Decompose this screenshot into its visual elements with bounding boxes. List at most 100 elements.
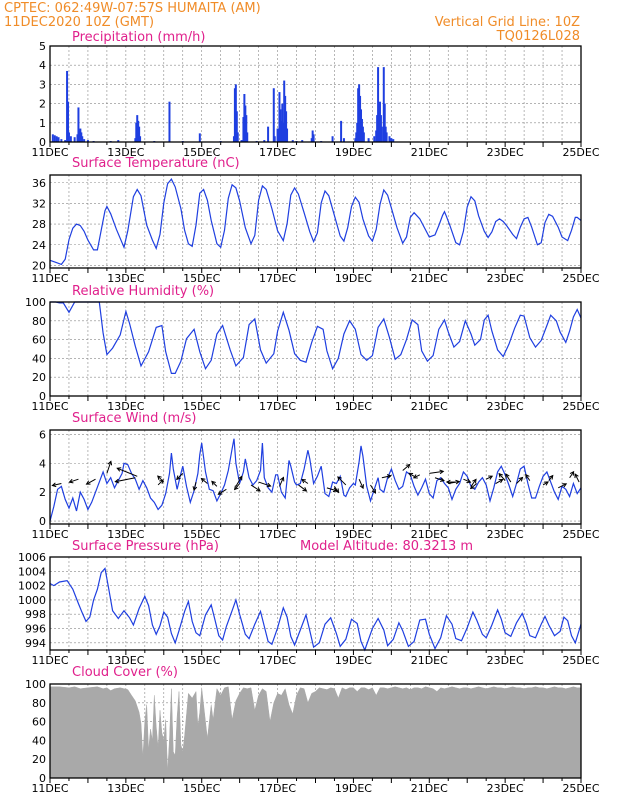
precip-bar — [53, 135, 56, 142]
wind-vector — [525, 474, 531, 481]
pressure-xtick-label: 11DEC — [31, 654, 68, 667]
temp-xtick-label: 17DEC — [259, 272, 296, 285]
wind-xtick-label: 19DEC — [335, 528, 372, 541]
wind-vector — [235, 476, 243, 487]
wind-vector — [569, 471, 575, 479]
wind-vector-head — [574, 473, 579, 479]
precip-bar — [198, 133, 201, 142]
precip-bar — [139, 136, 142, 142]
wind-vector — [250, 484, 261, 492]
wind-vector-head — [505, 473, 510, 479]
pressure-ytick-label: 1006 — [18, 551, 46, 564]
wind-vector — [463, 478, 471, 483]
wind-vector-head — [455, 479, 461, 485]
wind-vector — [301, 479, 309, 484]
panel-pressure-annotation: Model Altitude: 80.3213 m — [300, 539, 473, 554]
cloud-ytick-label: 60 — [32, 716, 46, 729]
precip-bar — [342, 138, 345, 142]
wind-vector-head — [371, 488, 377, 494]
wind-vector — [413, 474, 421, 479]
precip-bar — [86, 140, 89, 142]
pressure-ytick-label: 1000 — [18, 594, 46, 607]
cloud-xtick-label: 11DEC — [31, 782, 68, 795]
wind-vector-head — [159, 479, 164, 484]
precip-bar — [57, 137, 60, 142]
temp-xtick-label: 15DEC — [183, 272, 220, 285]
wind-vector — [516, 477, 523, 484]
wind-vector — [470, 483, 478, 489]
precip-ytick-label: 2 — [39, 98, 46, 111]
temp-xtick-label: 25DEC — [562, 272, 599, 285]
precip-xtick-label: 21DEC — [411, 146, 448, 159]
precip-ytick-label: 5 — [39, 40, 46, 53]
pressure-xtick-label: 25DEC — [562, 654, 599, 667]
precip-bar — [291, 140, 294, 142]
precip-bar — [83, 139, 86, 142]
cloud-ytick-label: 80 — [32, 697, 46, 710]
wind-xtick-label: 21DEC — [411, 528, 448, 541]
pressure-xtick-label: 21DEC — [411, 654, 448, 667]
wind-vector-head — [525, 473, 530, 479]
wind-vector-head — [548, 474, 554, 480]
wind-vector-head — [200, 477, 206, 483]
precip-bar — [67, 132, 70, 142]
rh-frame — [49, 301, 582, 397]
cloud-area — [49, 686, 582, 779]
wind-vector — [358, 478, 364, 489]
cloud-xtick-label: 15DEC — [183, 782, 220, 795]
precip-bar — [267, 126, 270, 142]
wind-vector — [495, 479, 503, 484]
precip-bar — [380, 126, 383, 142]
cloud-xtick-label: 19DEC — [335, 782, 372, 795]
wind-vector-head — [116, 467, 122, 472]
precip-xtick-label: 11DEC — [31, 146, 68, 159]
wind-xtick-label: 25DEC — [562, 528, 599, 541]
wind-vector — [69, 478, 79, 483]
panel-rh-title: Relative Humidity (%) — [72, 284, 214, 299]
precip-xtick-label: 19DEC — [335, 146, 372, 159]
wind-vector-head — [85, 480, 91, 485]
pressure-xtick-label: 19DEC — [335, 654, 372, 667]
wind-vector-head — [466, 478, 472, 484]
precip-xtick-label: 17DEC — [259, 146, 296, 159]
precip-bar — [117, 140, 120, 142]
precip-bar — [240, 140, 243, 142]
header-model: TQ0126L028 — [496, 29, 580, 44]
wind-vector-head — [445, 479, 451, 485]
precip-bar — [64, 140, 67, 142]
precip-bar — [388, 136, 391, 142]
panel-wind-title: Surface Wind (m/s) — [72, 411, 196, 426]
wind-vector — [337, 476, 347, 486]
wind-frame — [49, 429, 582, 525]
temp-series-line — [49, 177, 582, 266]
precip-bar — [168, 101, 171, 142]
wind-vector-head — [488, 475, 494, 480]
wind-vector — [505, 473, 512, 483]
pressure-ytick-label: 994 — [25, 637, 46, 650]
wind-vector — [485, 475, 493, 480]
wind-vector-head — [544, 481, 549, 486]
precip-xtick-label: 15DEC — [183, 146, 220, 159]
precip-bar — [377, 67, 380, 142]
wind-series-line — [49, 438, 582, 522]
wind-ytick-label: 0 — [39, 515, 46, 528]
wind-vector-head — [562, 483, 568, 488]
wind-ytick-label: 2 — [39, 486, 46, 499]
wind-vector-head — [569, 470, 575, 476]
pressure-series-line — [49, 567, 582, 652]
wind-vector — [117, 467, 138, 477]
wind-vector — [558, 483, 567, 489]
precip-bar — [331, 136, 334, 142]
wind-vector-head — [217, 490, 223, 495]
cloud-xtick-label: 25DEC — [562, 782, 599, 795]
pressure-xtick-label: 23DEC — [487, 654, 524, 667]
cloud-frame — [49, 683, 582, 779]
wind-vector — [201, 478, 208, 484]
wind-vector-head — [107, 460, 113, 466]
precip-bar — [236, 132, 239, 142]
wind-vector-head — [439, 477, 445, 482]
pressure-frame — [49, 556, 582, 651]
wind-vector — [402, 464, 411, 471]
wind-xtick-label: 11DEC — [31, 528, 68, 541]
